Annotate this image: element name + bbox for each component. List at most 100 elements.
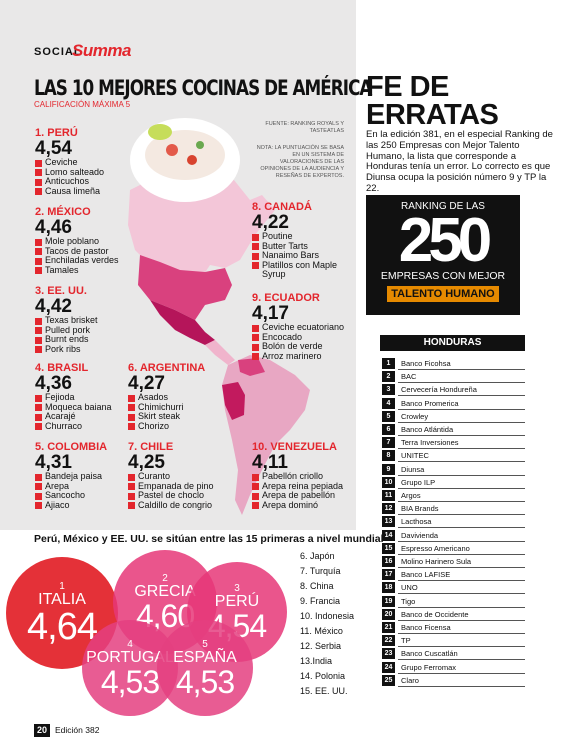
errata-title: FE DE ERRATAS — [366, 71, 499, 131]
logo-highlight: TALENTO HUMANO — [387, 286, 499, 302]
cuisine: 3. EE. UU. 4,42 Texas brisket Pulled pork Bu… — [35, 285, 123, 354]
dish: Curanto — [128, 471, 216, 482]
ranking-circle: 4 PORTUGAL 4,53 — [82, 620, 178, 716]
dish: Tacos de pastor — [35, 246, 123, 257]
row-number: 14 — [382, 529, 395, 541]
row-name: UNITEC — [398, 450, 525, 463]
row-name: TP — [398, 635, 525, 648]
dish: Mole poblano — [35, 236, 123, 247]
ranking-item: 8. China — [300, 581, 334, 591]
row-number: 4 — [382, 397, 395, 409]
circle-name: ITALIA — [38, 590, 86, 608]
page-number: 20 — [34, 724, 50, 737]
cuisine-score: 4,25 — [128, 452, 165, 473]
cuisine-rank: 1. PERÚ — [35, 127, 78, 139]
circle-name: PORTUGAL — [86, 648, 174, 666]
dish: Acarajé — [35, 412, 123, 422]
ranking-item: 13.India — [300, 656, 333, 666]
row-number: 9 — [382, 463, 395, 475]
ranking-item: 11. México — [300, 626, 343, 636]
ranking-item: 9. Francia — [300, 596, 341, 606]
dish: Bolón de verde — [252, 342, 347, 352]
dish: Arepa de pabellón — [252, 491, 347, 501]
dish: Encocado — [252, 332, 347, 343]
cuisine-rank: 6. ARGENTINA — [128, 362, 206, 374]
ranking-item: 7. Turquía — [300, 566, 341, 576]
dish: Butter Tarts — [252, 241, 347, 252]
dish: Arepa — [35, 481, 123, 492]
dish: Enchiladas verdes — [35, 256, 123, 266]
dish: Fejioda — [35, 392, 123, 403]
row-name: Tigo — [398, 596, 525, 608]
ranking-item: 15. EE. UU. — [300, 686, 348, 696]
cuisine-score: 4,31 — [35, 452, 72, 473]
circle-rank: 3 — [234, 582, 240, 594]
row-name: BAC — [398, 371, 525, 384]
dish: Moqueca baiana — [35, 402, 123, 413]
dish: Tamales — [35, 265, 123, 276]
cuisine-score: 4,27 — [128, 373, 165, 394]
cuisine: 7. CHILE 4,25 Curanto Empanada de pino Paste… — [128, 441, 216, 510]
cuisine: 9. ECUADOR 4,17 Ceviche ecuatoriano Encocad… — [252, 292, 347, 361]
row-number: 18 — [382, 582, 395, 594]
map — [128, 118, 310, 515]
dish: Arroz marinero — [252, 351, 347, 362]
section-label: SOCIAL — [34, 46, 82, 58]
dish: Empanada de pino — [128, 481, 216, 492]
map-peru — [222, 382, 245, 420]
row-name: Grupo Ferromax — [398, 662, 525, 674]
row-name: Banco LAFISE — [398, 569, 525, 582]
dish: Burnt ends — [35, 335, 123, 345]
dish: Pork ribs — [35, 344, 123, 355]
row-name: Banco Ficohsa — [398, 358, 525, 370]
row-number: 11 — [382, 490, 395, 501]
table-header: HONDURAS — [380, 335, 525, 351]
row-name: Banco de Occidente — [398, 609, 525, 621]
row-name: Molino Harinero Sula — [398, 556, 525, 568]
dish: Ajiaco — [35, 500, 123, 511]
subtitle: CALIFICACIÓN MÁXIMA 5 — [34, 100, 131, 109]
row-name: Banco Cuscatlán — [398, 648, 525, 661]
row-number: 20 — [382, 608, 395, 620]
circle-rank: 5 — [202, 638, 208, 650]
dish: Lomo salteado — [35, 167, 123, 178]
dish: Sancocho — [35, 491, 123, 501]
circle-name: PERÚ — [214, 592, 260, 610]
map-central-america — [205, 340, 235, 365]
row-number: 19 — [382, 595, 395, 607]
logo-line: EMPRESAS CON MEJOR — [380, 270, 506, 282]
cuisine-score: 4,11 — [252, 452, 288, 473]
row-number: 22 — [382, 635, 395, 647]
dish: Bandeja paisa — [35, 471, 123, 482]
edition: Edición 382 — [55, 725, 100, 735]
note: NOTA: LA PUNTUACIÓN SE BASA EN UN SISTEM… — [256, 145, 344, 179]
row-name: Lacthosa — [398, 516, 525, 529]
cuisine-score: 4,46 — [35, 217, 72, 238]
cuisine-rank: 7. CHILE — [128, 441, 174, 453]
dish: Chimichurri — [128, 402, 216, 413]
errata-text: En la edición 381, en el especial Rankin… — [366, 129, 553, 194]
row-name: Claro — [398, 675, 525, 687]
circle-score: 4,64 — [27, 605, 98, 648]
dish: Skirt steak — [128, 412, 216, 422]
circle-rank: 2 — [162, 572, 168, 584]
cuisine: 10. VENEZUELA 4,11 Pabellón criollo Arepa r… — [252, 441, 347, 510]
row-number: 2 — [382, 371, 395, 383]
ranking-item: 6. Japón — [300, 551, 335, 561]
row-name: Banco Atlántida — [398, 424, 525, 436]
dish: Churraco — [35, 421, 123, 432]
row-number: 21 — [382, 622, 395, 633]
logo-line: RANKING DE LAS — [401, 201, 485, 212]
cuisine-rank: 9. ECUADOR — [252, 292, 320, 304]
row-name: Cervecería Hondureña — [398, 384, 525, 397]
row-number: 7 — [382, 437, 395, 449]
row-number: 17 — [382, 569, 395, 581]
brand: Summa — [72, 41, 131, 60]
dish: Pastel de choclo — [128, 491, 216, 501]
cuisine-score: 4,17 — [252, 303, 289, 324]
food-image — [130, 118, 240, 202]
row-name: Terra Inversiones — [398, 437, 525, 450]
row-number: 1 — [382, 358, 395, 369]
row-number: 25 — [382, 674, 395, 686]
circle-name: ESPAÑA — [173, 648, 237, 666]
